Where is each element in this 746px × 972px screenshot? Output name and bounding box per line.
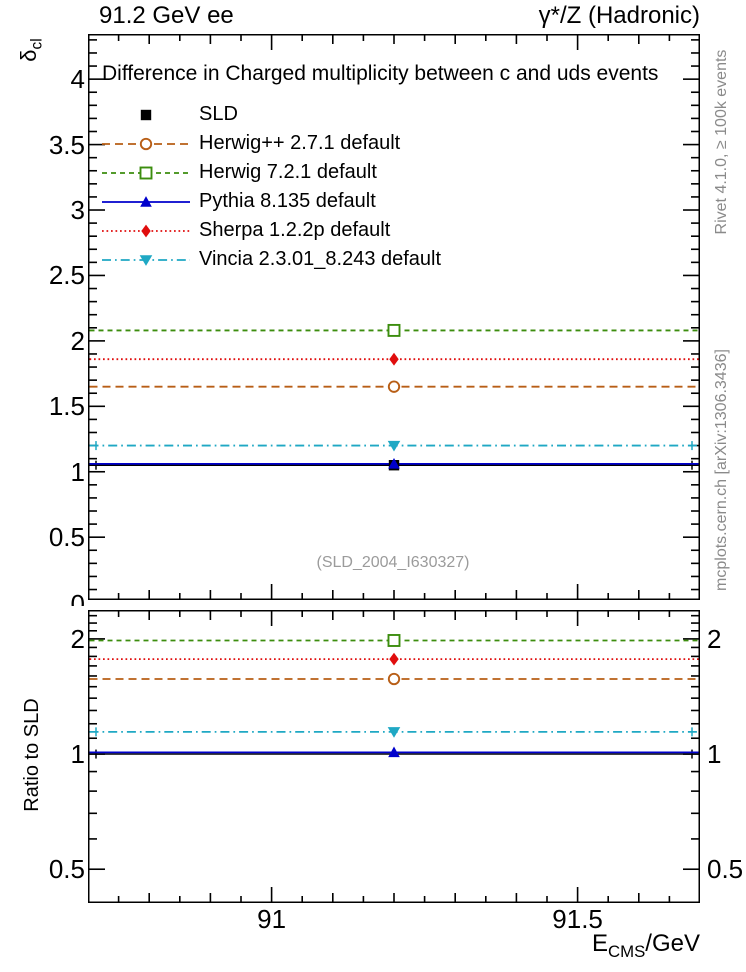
legend-symbol-sherpa-1-2-2p-default (102, 224, 190, 237)
marker-herwig-2-7-1-default (387, 380, 401, 393)
legend-item-sld: SLD (100, 100, 441, 129)
x-tick-label-91: 91 (257, 904, 287, 934)
marker-vincia-2-3-01-8-243-default (387, 727, 401, 738)
delta-symbol: δ (16, 49, 41, 62)
legend-marker-sld (140, 109, 152, 120)
marker-herwig-2-7-1-default (387, 672, 401, 686)
x-tick-label-91.5: 91.5 (552, 904, 603, 934)
main-y-tick-label-4: 4 (70, 64, 85, 95)
legend-item-vincia-2-3-01-8-243-default: Vincia 2.3.01_8.243 default (100, 245, 441, 274)
marker-sherpa-1-2-2p-default (389, 652, 399, 666)
main-y-tick-label-0.5: 0.5 (48, 522, 85, 553)
main-panel (88, 34, 700, 600)
plot-title: Difference in Charged multiplicity betwe… (102, 62, 659, 85)
legend-label-vincia-2-3-01-8-243-default: Vincia 2.3.01_8.243 default (199, 248, 442, 270)
header-beam-energy: 91.2 GeV ee (99, 2, 234, 29)
legend-marker-herwig-2-7-1-default (139, 137, 153, 150)
legend-item-herwig-7-2-1-default: Herwig 7.2.1 default (100, 158, 441, 187)
ratio-y-tick-label-right-2: 2 (707, 623, 722, 654)
marker-herwig-7-2-1-default (387, 634, 401, 647)
main-y-tick-label-2.5: 2.5 (48, 260, 85, 291)
ratio-y-tick-label-left-0.5: 0.5 (48, 854, 85, 885)
marker-herwig-7-2-1-default (387, 323, 401, 337)
ratio-y-tick-label-right-1: 1 (707, 739, 722, 770)
legend-label-herwig-7-2-1-default: Herwig 7.2.1 default (199, 161, 377, 183)
marker-sherpa-1-2-2p-default (389, 352, 399, 366)
ratio-plot-canvas (88, 610, 700, 903)
legend-symbol-herwig-2-7-1-default (102, 137, 190, 150)
legend-label-herwig-2-7-1-default: Herwig++ 2.7.1 default (199, 132, 401, 154)
legend: SLD Herwig++ 2.7.1 default Herwig 7.2.1 de… (100, 100, 441, 274)
legend-symbol-pythia-8-135-default (102, 195, 190, 207)
ratio-panel (88, 610, 700, 903)
legend-marker-sherpa-1-2-2p-default (141, 224, 151, 237)
main-y-tick-label-3.5: 3.5 (48, 129, 85, 160)
rivet-version-note: Rivet 4.1.0, ≥ 100k events (713, 49, 730, 235)
x-axis-label-unit: /GeV (645, 930, 700, 957)
x-axis-label: ECMS/GeV (450, 930, 700, 962)
main-plot-canvas (88, 34, 700, 600)
legend-item-sherpa-1-2-2p-default: Sherpa 1.2.2p default (100, 216, 441, 245)
ratio-y-tick-label-left-2: 2 (70, 623, 85, 654)
legend-item-pythia-8-135-default: Pythia 8.135 default (100, 187, 441, 216)
analysis-watermark: (SLD_2004_I630327) (316, 554, 470, 571)
header-process: γ*/Z (Hadronic) (538, 2, 700, 29)
main-y-tick-label-1.5: 1.5 (48, 391, 85, 422)
main-y-tick-label-2: 2 (70, 325, 85, 356)
ratio-y-tick-label-left-1: 1 (70, 739, 85, 770)
legend-marker-herwig-7-2-1-default (139, 166, 153, 179)
legend-symbol-sld (140, 109, 152, 120)
marker-vincia-2-3-01-8-243-default (387, 440, 401, 452)
main-y-tick-label-0: 0 (70, 591, 85, 606)
x-axis-label-base: E (591, 930, 608, 957)
legend-label-sld: SLD (199, 103, 238, 125)
legend-symbol-herwig-7-2-1-default (102, 166, 190, 179)
mcplots-arxiv-note: mcplots.cern.ch [arXiv:1306.3436] (713, 349, 730, 591)
plot-frame (88, 610, 700, 903)
ratio-y-tick-label-right-0.5: 0.5 (707, 854, 744, 885)
legend-label-pythia-8-135-default: Pythia 8.135 default (199, 190, 376, 212)
legend-item-herwig-2-7-1-default: Herwig++ 2.7.1 default (100, 129, 441, 158)
main-y-tick-label-3: 3 (70, 195, 85, 226)
marker-pythia-8-135-default (388, 746, 400, 758)
legend-marker-vincia-2-3-01-8-243-default (139, 254, 153, 266)
x-axis-label-sub: CMS (608, 941, 646, 961)
main-y-tick-label-1: 1 (70, 456, 85, 487)
legend-marker-pythia-8-135-default (140, 195, 152, 207)
legend-symbol-vincia-2-3-01-8-243-default (102, 254, 190, 266)
plot-frame (88, 34, 700, 600)
marker-pythia-8-135-default (388, 457, 400, 469)
delta-subscript: cl (28, 38, 46, 50)
legend-label-sherpa-1-2-2p-default: Sherpa 1.2.2p default (199, 219, 391, 241)
